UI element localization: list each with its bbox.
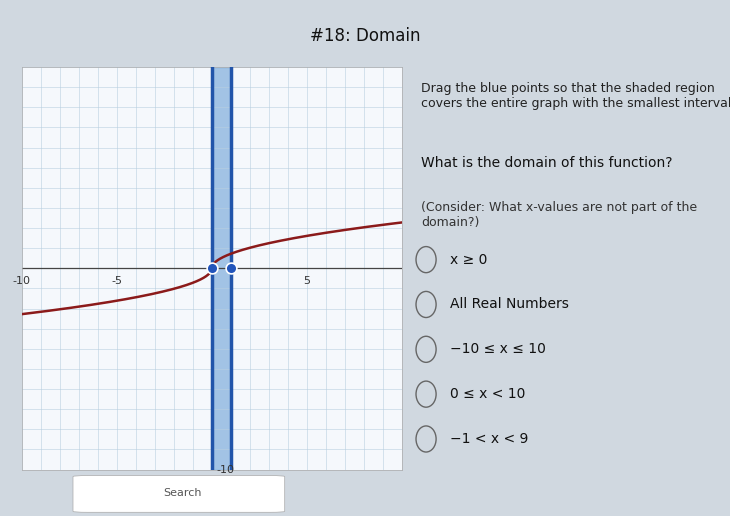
Text: -5: -5 — [111, 277, 123, 286]
Text: -10: -10 — [217, 464, 234, 475]
Text: What is the domain of this function?: What is the domain of this function? — [421, 156, 673, 170]
Text: Drag the blue points so that the shaded region
covers the entire graph with the : Drag the blue points so that the shaded … — [421, 83, 730, 110]
Text: 0 ≤ x < 10: 0 ≤ x < 10 — [450, 387, 525, 401]
Text: All Real Numbers: All Real Numbers — [450, 297, 569, 312]
Text: −10 ≤ x ≤ 10: −10 ≤ x ≤ 10 — [450, 342, 545, 357]
Bar — [212, 67, 231, 470]
Text: −1 < x < 9: −1 < x < 9 — [450, 432, 528, 446]
Text: Search: Search — [164, 488, 201, 498]
Point — [206, 264, 218, 272]
Text: (Consider: What x-values are not part of the
domain?): (Consider: What x-values are not part of… — [421, 201, 697, 229]
Text: x ≥ 0: x ≥ 0 — [450, 253, 487, 267]
Point — [225, 264, 237, 272]
FancyBboxPatch shape — [73, 476, 285, 512]
Text: -10: -10 — [13, 277, 31, 286]
Text: #18: Domain: #18: Domain — [310, 27, 420, 45]
Text: 5: 5 — [303, 277, 310, 286]
